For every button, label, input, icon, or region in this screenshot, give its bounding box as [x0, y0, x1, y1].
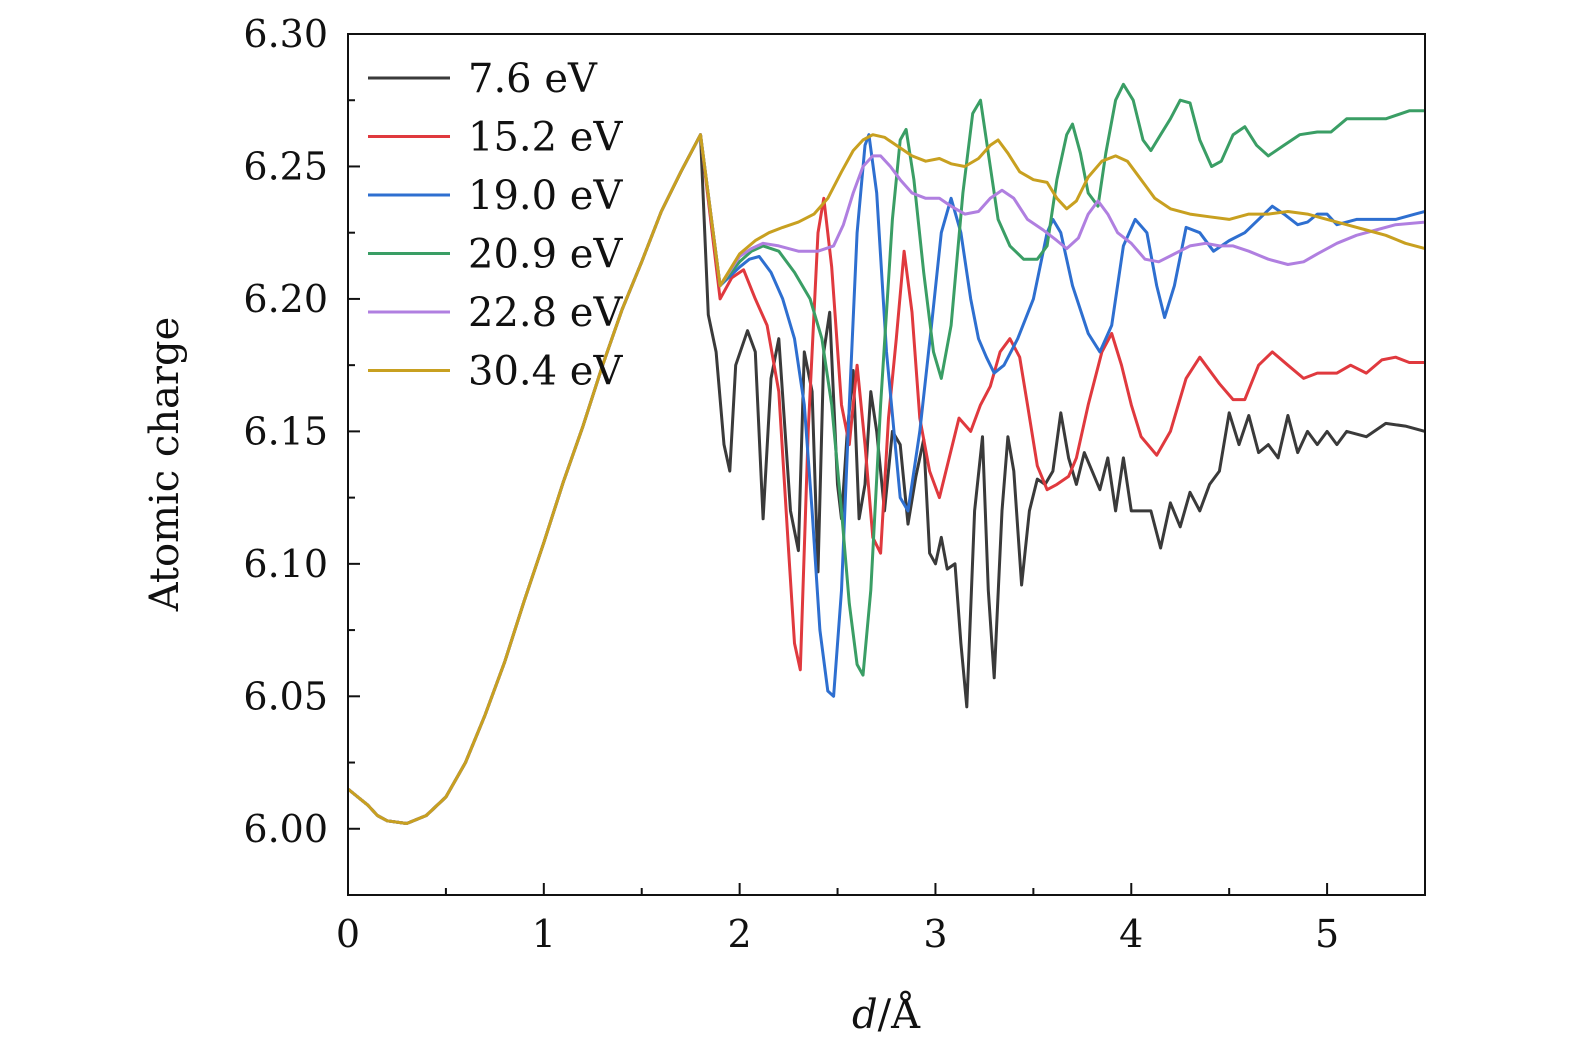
y-tick-label: 6.30	[243, 12, 328, 56]
x-tick-label: 0	[336, 912, 360, 956]
y-tick-label: 6.20	[243, 277, 328, 321]
y-tick-label: 6.10	[243, 542, 328, 586]
x-tick-label: 3	[923, 912, 947, 956]
x-tick-label: 4	[1119, 912, 1143, 956]
legend-label: 22.8 eV	[468, 290, 623, 336]
legend-label: 15.2 eV	[468, 115, 623, 161]
plot-frame	[347, 33, 1426, 896]
x-tick-label: 5	[1315, 912, 1339, 956]
x-tick-label: 2	[728, 912, 752, 956]
x-tick-label: 1	[532, 912, 556, 956]
y-axis: 6.00 6.05 6.10 6.15 6.20 6.25 6.30	[243, 12, 360, 851]
plot-lines	[348, 82, 1425, 825]
y-tick-label: 6.05	[243, 674, 328, 718]
legend-label: 7.6 eV	[468, 56, 598, 102]
y-tick-label: 6.00	[243, 807, 328, 851]
legend-label: 19.0 eV	[468, 173, 623, 219]
x-axis-title: d/Å	[852, 991, 921, 1038]
legend-label: 20.9 eV	[468, 232, 623, 278]
y-tick-label: 6.15	[243, 409, 328, 453]
legend-label: 30.4 eV	[468, 349, 623, 395]
y-axis-title: Atomic charge	[142, 317, 188, 613]
y-tick-label: 6.25	[243, 144, 328, 188]
series-line-6	[348, 133, 1425, 825]
legend: 7.6 eV 15.2 eV 19.0 eV 20.9 eV 22.8 eV 30.4 e…	[368, 56, 623, 395]
x-axis: 0 1 2 3 4 5	[336, 883, 1339, 956]
